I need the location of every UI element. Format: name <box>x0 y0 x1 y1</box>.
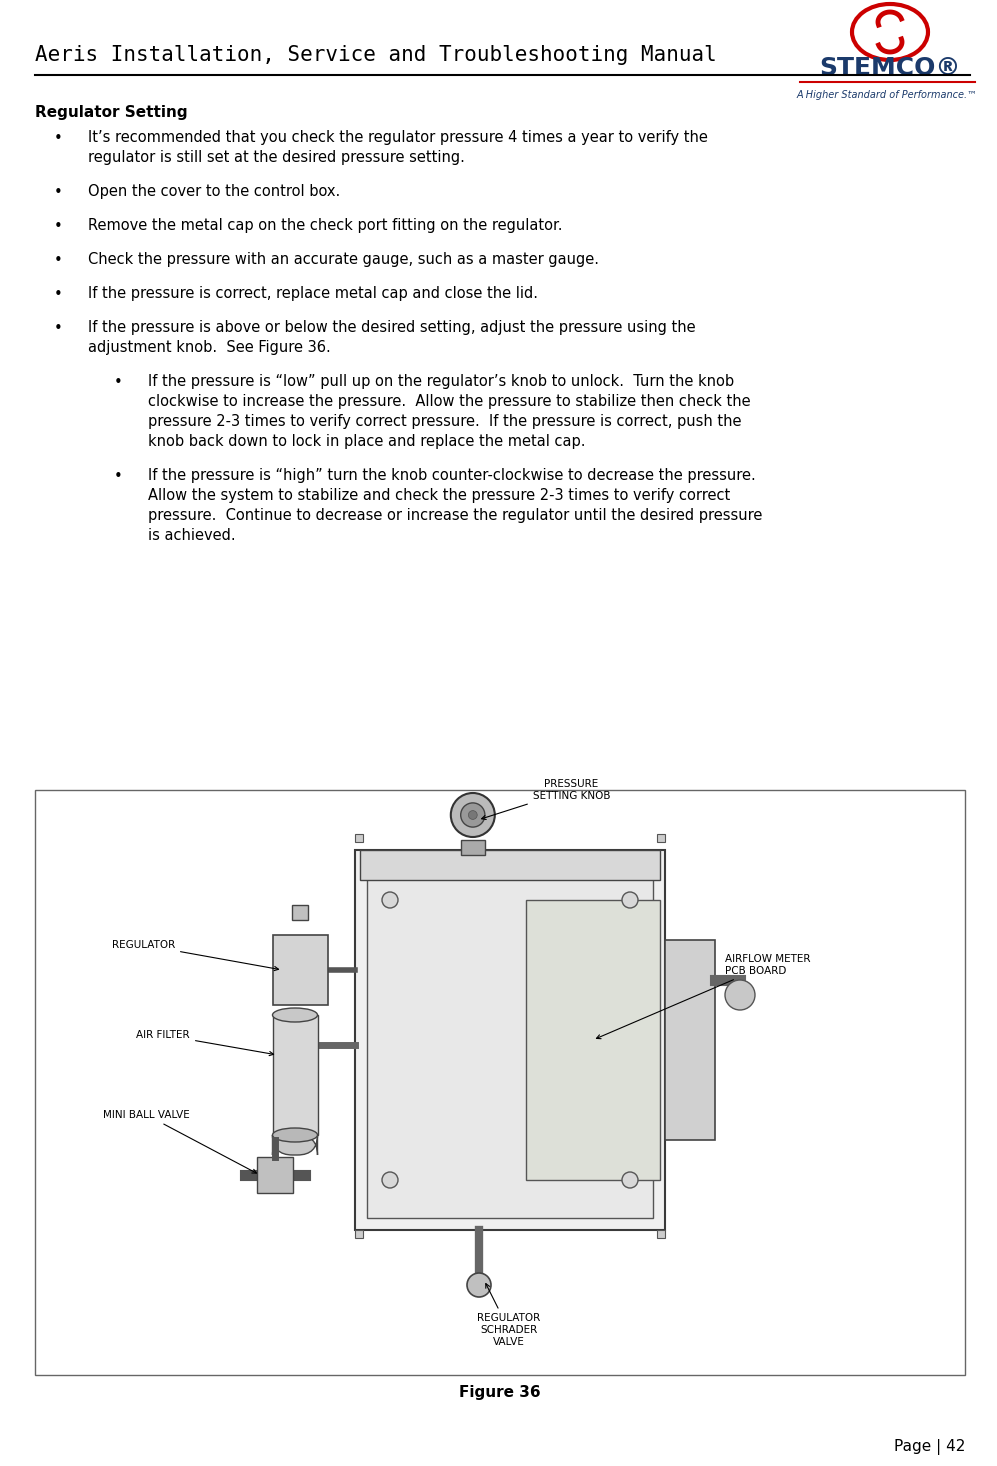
Text: pressure.  Continue to decrease or increase the regulator until the desired pres: pressure. Continue to decrease or increa… <box>148 509 763 523</box>
Text: AIR FILTER: AIR FILTER <box>137 1031 273 1056</box>
Text: Allow the system to stabilize and check the pressure 2-3 times to verify correct: Allow the system to stabilize and check … <box>148 488 730 503</box>
Text: REGULATOR
SCHRADER
VALVE: REGULATOR SCHRADER VALVE <box>478 1284 540 1347</box>
Bar <box>367 862 653 1218</box>
Text: AIRFLOW METER
PCB BOARD: AIRFLOW METER PCB BOARD <box>596 954 811 1039</box>
Bar <box>355 1230 363 1237</box>
Text: If the pressure is above or below the desired setting, adjust the pressure using: If the pressure is above or below the de… <box>88 320 696 336</box>
Text: STEMCO®: STEMCO® <box>820 56 961 81</box>
Text: is achieved.: is achieved. <box>148 528 235 542</box>
Text: It’s recommended that you check the regulator pressure 4 times a year to verify : It’s recommended that you check the regu… <box>88 130 708 145</box>
Text: •: • <box>114 469 123 484</box>
Text: knob back down to lock in place and replace the metal cap.: knob back down to lock in place and repl… <box>148 434 585 449</box>
Text: •: • <box>114 375 123 390</box>
Bar <box>657 1230 665 1237</box>
Text: Aeris Installation, Service and Troubleshooting Manual: Aeris Installation, Service and Troubles… <box>35 45 717 65</box>
Bar <box>657 834 665 841</box>
Text: •: • <box>54 321 63 336</box>
Text: If the pressure is correct, replace metal cap and close the lid.: If the pressure is correct, replace meta… <box>88 286 538 301</box>
Bar <box>272 1014 317 1135</box>
Bar <box>525 900 660 1180</box>
Circle shape <box>467 1272 491 1297</box>
Bar <box>35 790 965 1375</box>
Circle shape <box>382 891 398 907</box>
Bar <box>355 850 665 1230</box>
Bar <box>257 1157 293 1193</box>
Bar <box>355 834 363 841</box>
Circle shape <box>622 891 638 907</box>
Text: •: • <box>54 185 63 199</box>
Text: •: • <box>54 130 63 147</box>
Circle shape <box>451 793 495 837</box>
Circle shape <box>725 979 755 1010</box>
Bar <box>360 850 660 880</box>
Ellipse shape <box>852 4 928 60</box>
Text: PRESSURE
SETTING KNOB: PRESSURE SETTING KNOB <box>482 780 610 819</box>
Bar <box>461 840 485 855</box>
Circle shape <box>382 1171 398 1187</box>
Ellipse shape <box>272 1009 317 1022</box>
Text: •: • <box>54 287 63 302</box>
Text: •: • <box>54 218 63 235</box>
Bar <box>272 935 327 1006</box>
Text: If the pressure is “low” pull up on the regulator’s knob to unlock.  Turn the kn: If the pressure is “low” pull up on the … <box>148 374 734 388</box>
Text: adjustment knob.  See Figure 36.: adjustment knob. See Figure 36. <box>88 340 331 355</box>
Circle shape <box>622 1171 638 1187</box>
Text: Remove the metal cap on the check port fitting on the regulator.: Remove the metal cap on the check port f… <box>88 218 562 233</box>
Text: •: • <box>54 254 63 268</box>
Circle shape <box>461 803 485 827</box>
Circle shape <box>469 811 478 819</box>
Bar <box>665 940 715 1141</box>
Text: Check the pressure with an accurate gauge, such as a master gauge.: Check the pressure with an accurate gaug… <box>88 252 599 267</box>
Text: regulator is still set at the desired pressure setting.: regulator is still set at the desired pr… <box>88 150 465 166</box>
Text: Page | 42: Page | 42 <box>893 1440 965 1454</box>
Text: Open the cover to the control box.: Open the cover to the control box. <box>88 185 340 199</box>
Text: If the pressure is “high” turn the knob counter-clockwise to decrease the pressu: If the pressure is “high” turn the knob … <box>148 468 756 482</box>
Text: Figure 36: Figure 36 <box>460 1384 540 1400</box>
Text: MINI BALL VALVE: MINI BALL VALVE <box>104 1110 256 1173</box>
Text: pressure 2-3 times to verify correct pressure.  If the pressure is correct, push: pressure 2-3 times to verify correct pre… <box>148 413 742 430</box>
Text: clockwise to increase the pressure.  Allow the pressure to stabilize then check : clockwise to increase the pressure. Allo… <box>148 394 751 409</box>
Text: Regulator Setting: Regulator Setting <box>35 106 187 120</box>
Text: REGULATOR: REGULATOR <box>112 940 278 970</box>
Text: A Higher Standard of Performance.™: A Higher Standard of Performance.™ <box>797 89 977 100</box>
Bar <box>292 905 308 921</box>
FancyBboxPatch shape <box>272 1135 317 1155</box>
Ellipse shape <box>272 1127 317 1142</box>
